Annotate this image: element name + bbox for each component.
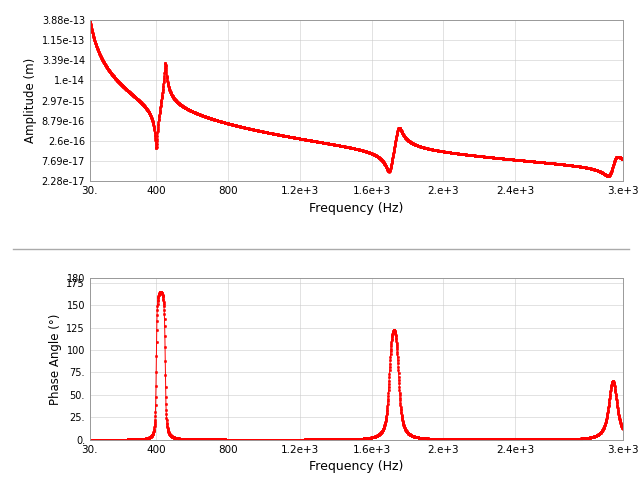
Y-axis label: Phase Angle (°): Phase Angle (°) [49,313,62,405]
X-axis label: Frequency (Hz): Frequency (Hz) [309,202,404,215]
Y-axis label: Amplitude (m): Amplitude (m) [24,58,37,143]
X-axis label: Frequency (Hz): Frequency (Hz) [309,460,404,473]
